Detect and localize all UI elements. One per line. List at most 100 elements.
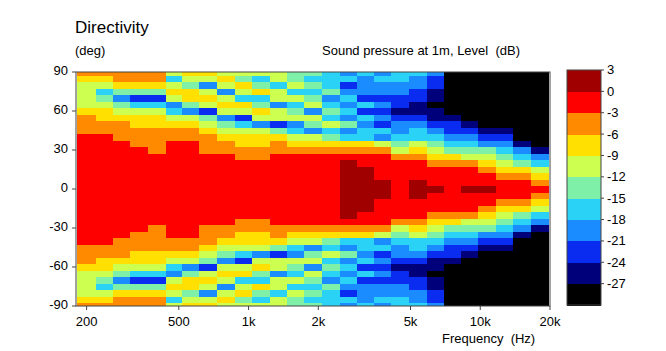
heatmap-cell (513, 95, 531, 102)
heatmap-cell (130, 82, 149, 89)
heatmap-cell (130, 257, 149, 264)
heatmap-cell (304, 147, 322, 154)
heatmap-cell (77, 153, 96, 160)
heatmap-cell (304, 114, 322, 121)
heatmap-cell (148, 270, 166, 277)
heatmap-cell (235, 218, 253, 225)
heatmap-cell (444, 270, 462, 277)
heatmap-cell (287, 212, 305, 219)
heatmap-cell (444, 95, 462, 102)
heatmap-cell (531, 173, 549, 180)
heatmap-cell (304, 225, 322, 232)
heatmap-cell (427, 72, 445, 76)
heatmap-cell (113, 283, 131, 290)
heatmap-cell (287, 218, 305, 225)
heatmap-cell (148, 95, 166, 102)
heatmap-cell (374, 192, 392, 199)
heatmap-cell (531, 179, 549, 186)
heatmap-cell (444, 82, 462, 89)
heatmap-cell (217, 127, 235, 134)
heatmap-cell (252, 114, 270, 121)
heatmap-cell (461, 192, 479, 199)
heatmap-cell (304, 218, 322, 225)
heatmap-cell (130, 212, 149, 219)
heatmap-cell (77, 212, 96, 219)
heatmap-cell (340, 296, 358, 303)
colorbar-label-backing (604, 147, 634, 164)
heatmap-cell (113, 166, 131, 173)
heatmap-cell (391, 192, 409, 199)
heatmap-cell (461, 296, 479, 303)
heatmap-cell (478, 179, 496, 186)
y-tick-label: -30 (49, 219, 68, 234)
heatmap-cell (531, 205, 549, 212)
heatmap-cell (287, 173, 305, 180)
heatmap-cell (287, 296, 305, 303)
heatmap-cell (166, 257, 184, 264)
heatmap-cell (531, 257, 549, 264)
heatmap-cell (217, 283, 235, 290)
heatmap-cell (374, 231, 392, 238)
heatmap-cell (182, 101, 199, 108)
colorbar-band (567, 220, 601, 242)
heatmap-cell (513, 264, 531, 271)
heatmap-cell (444, 192, 462, 199)
heatmap-cell (270, 160, 288, 167)
heatmap-cell (409, 166, 427, 173)
heatmap-cell (461, 283, 479, 290)
heatmap-cell (340, 72, 358, 76)
heatmap-cell (496, 82, 514, 89)
colorbar-label-backing (604, 254, 634, 271)
heatmap-cell (304, 95, 322, 102)
heatmap-cell (199, 88, 218, 95)
colorbar-tick (601, 176, 604, 177)
heatmap-cell (322, 153, 340, 160)
heatmap-cell (252, 244, 270, 251)
heatmap-cell (96, 238, 114, 245)
heatmap-cell (357, 192, 375, 199)
heatmap-cell (217, 218, 235, 225)
heatmap-cell (270, 270, 288, 277)
heatmap-cell (374, 290, 392, 297)
heatmap-cell (77, 205, 96, 212)
heatmap-cell (252, 134, 270, 141)
heatmap-cell (531, 218, 549, 225)
heatmap-cell (235, 225, 253, 232)
heatmap-cell (235, 283, 253, 290)
colorbar-tick-label: -12 (607, 169, 626, 184)
heatmap-cell (148, 166, 166, 173)
heatmap-cell (496, 173, 514, 180)
heatmap-cell (531, 82, 549, 89)
heatmap-cell (531, 186, 549, 193)
heatmap-cell (513, 173, 531, 180)
heatmap-cell (166, 238, 184, 245)
heatmap-cell (357, 199, 375, 206)
heatmap-cell (374, 296, 392, 303)
heatmap-cell (96, 72, 114, 76)
heatmap-cell (166, 147, 184, 154)
heatmap-cell (357, 218, 375, 225)
heatmap-cell (427, 140, 445, 147)
heatmap-cell (374, 257, 392, 264)
heatmap-cell (113, 179, 131, 186)
heatmap-cell (199, 127, 218, 134)
heatmap-cell (357, 238, 375, 245)
heatmap-cell (478, 166, 496, 173)
x-tick (480, 306, 481, 310)
heatmap-cell (357, 251, 375, 258)
heatmap-cell (513, 114, 531, 121)
heatmap-cell (304, 166, 322, 173)
heatmap-cell (96, 101, 114, 108)
colorbar-band (567, 113, 601, 135)
heatmap-cell (531, 121, 549, 128)
heatmap-cell (113, 108, 131, 115)
heatmap-cell (444, 277, 462, 284)
heatmap-cell (166, 82, 184, 89)
heatmap-cell (391, 264, 409, 271)
heatmap-cell (322, 296, 340, 303)
heatmap-cell (199, 166, 218, 173)
heatmap-cell (304, 75, 322, 82)
heatmap-cell (182, 231, 199, 238)
heatmap-cell (427, 238, 445, 245)
heatmap-cell (374, 108, 392, 115)
